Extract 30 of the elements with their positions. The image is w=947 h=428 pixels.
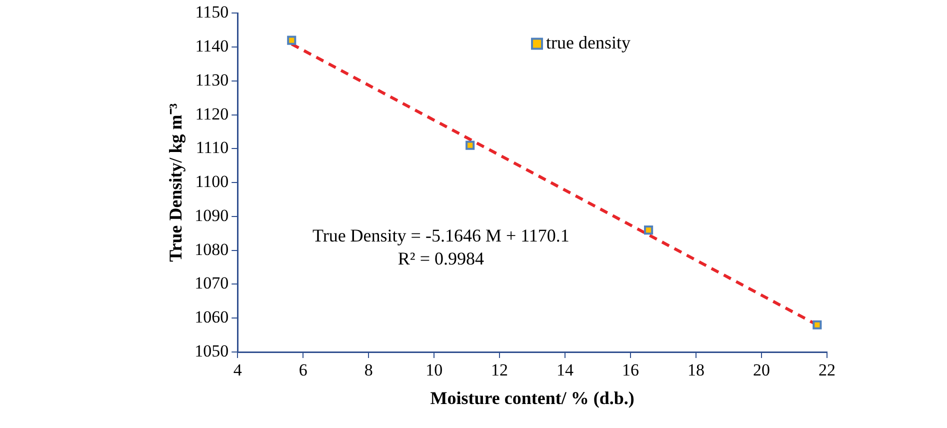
point (287, 36, 296, 45)
x-tick-label: 6 (298, 360, 308, 380)
x-tick-label: 20 (753, 360, 770, 380)
y-tick-label: 1130 (195, 70, 229, 90)
y-tick-label: 1060 (194, 308, 229, 327)
x-tick-label: 18 (688, 360, 705, 380)
y-tick-label: 1090 (194, 206, 229, 225)
point (812, 320, 822, 330)
y-tick-label: 1080 (194, 240, 229, 259)
point (466, 140, 475, 150)
legend-label: true density (546, 32, 630, 52)
annotation: R² = 0.9984 (398, 248, 484, 269)
y-axis-title: True Density/ kg m⁻³ (165, 102, 186, 262)
annotation: True Density = -5.1646 M + 1170.1 (312, 226, 570, 246)
y-tick-label: 1050 (194, 341, 229, 360)
x-tick-label: 4 (233, 360, 242, 380)
point (644, 225, 654, 235)
x-tick-label: 8 (364, 360, 373, 380)
y-tick-label: 1070 (194, 274, 229, 293)
x-tick-label: 14 (556, 360, 574, 380)
x-axis-title: Moisture content/ % (d.b.) (430, 388, 634, 408)
y-tick-label: 1140 (195, 36, 229, 56)
y-tick-label: 1150 (195, 2, 229, 22)
x-tick-label: 12 (491, 360, 508, 380)
x-tick-label: 16 (622, 360, 640, 380)
y-tick-label: 1100 (195, 172, 229, 192)
x-tick-label: 10 (426, 360, 443, 380)
x-tick-label: 22 (818, 360, 836, 380)
y-tick-label: 1110 (196, 138, 229, 158)
y-tick-label: 1120 (195, 104, 229, 124)
